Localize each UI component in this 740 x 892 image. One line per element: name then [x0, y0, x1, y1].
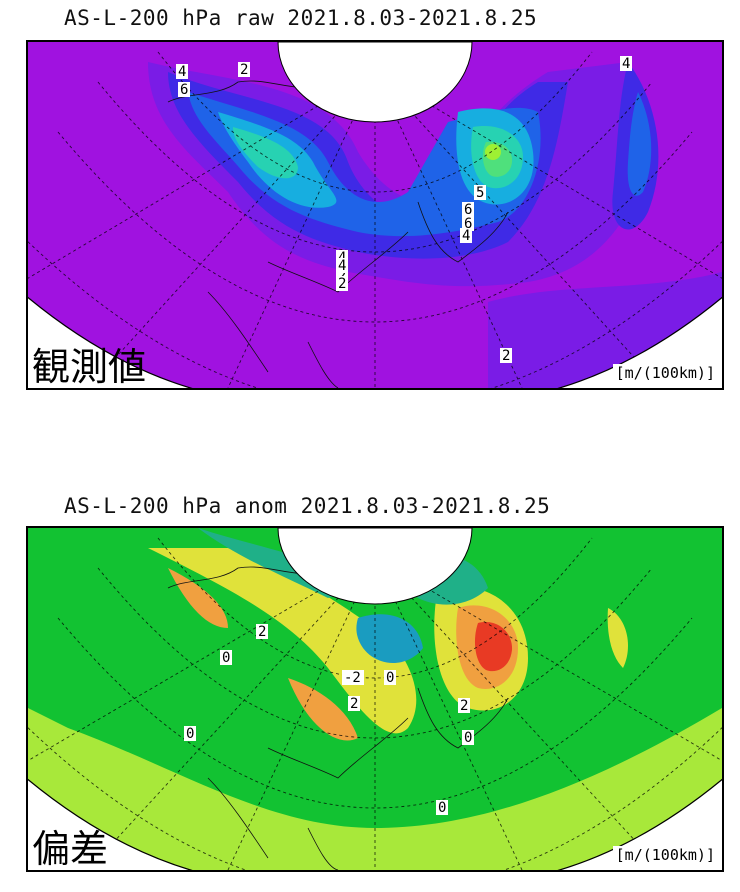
contour-label: 0: [186, 726, 194, 742]
bottom-map-panel: 2 0 -2 0 2 2 0 0 0 偏差 [m/(100km)]: [26, 526, 724, 872]
graticule: [28, 51, 722, 388]
unit-label: [m/(100km)]: [612, 364, 718, 382]
south-light-band: [28, 708, 722, 870]
pole-cutout: [277, 528, 473, 605]
raw-field-map: 4 2 6 6 5 6 4 4 4 2 2 4 2: [28, 42, 722, 388]
positive-band-west: [148, 548, 417, 734]
max-anomaly-core: [474, 622, 513, 672]
contour-label: 2: [460, 698, 468, 714]
contour-labels: 2 0 -2 0 2 2 0 0 0: [184, 624, 474, 816]
anomaly-label: 偏差: [32, 827, 109, 871]
contour-label: 0: [222, 650, 230, 666]
contour-label: -2: [344, 670, 361, 686]
contour-label: 5: [476, 185, 484, 201]
contour-label: 2: [502, 348, 510, 364]
anomaly-field-map: 2 0 -2 0 2 2 0 0 0: [28, 528, 722, 870]
contour-label: 4: [338, 258, 346, 274]
pole-cutout: [277, 42, 473, 123]
negative-core: [356, 614, 423, 663]
positive-core-central: [288, 678, 358, 741]
contour-label: 0: [438, 800, 446, 816]
contour-label: 2: [258, 624, 266, 640]
contour-label: 4: [462, 228, 470, 244]
top-panel-title: AS-L-200 hPa raw 2021.8.03-2021.8.25: [64, 6, 538, 30]
top-map-panel: 4 2 6 6 5 6 4 4 4 2 2 4 2 観測値 [m/(100km)…: [26, 40, 724, 390]
bottom-panel-title: AS-L-200 hPa anom 2021.8.03-2021.8.25: [64, 494, 551, 518]
contour-label: 6: [464, 216, 472, 232]
contour-level-3: [188, 92, 541, 237]
contour-label: 6: [464, 202, 472, 218]
contour-label: 4: [178, 64, 186, 80]
contour-label: 0: [386, 670, 394, 686]
domain-edge: [28, 296, 722, 388]
contour-label: 2: [350, 696, 358, 712]
observed-label: 観測値: [32, 345, 147, 389]
domain-edge: [28, 778, 722, 870]
contour-label: 0: [464, 730, 472, 746]
contour-level-5a: [233, 127, 298, 179]
graticule: [28, 537, 722, 870]
contour-label: 6: [180, 82, 188, 98]
contour-label: 4: [622, 56, 630, 72]
contour-labels: 4 2 6 6 5 6 4 4 4 2 2 4 2: [176, 56, 632, 364]
contour-label: 2: [338, 276, 346, 292]
east-contour-inner: [627, 92, 652, 196]
unit-label: [m/(100km)]: [612, 846, 718, 864]
contour-level-7: [485, 144, 501, 160]
contour-label: 2: [240, 62, 248, 78]
east-positive-patch: [607, 608, 628, 668]
